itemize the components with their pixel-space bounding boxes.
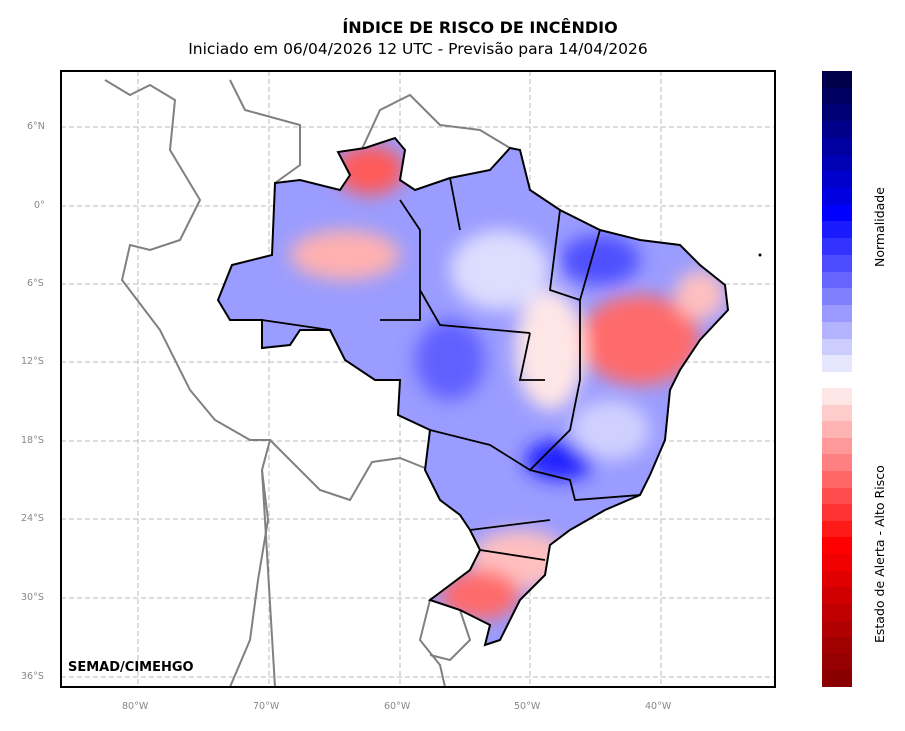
colorbar-step bbox=[822, 137, 852, 155]
colorbar-step bbox=[822, 104, 852, 122]
colorbar-step bbox=[822, 355, 852, 372]
colorbar-label-red: Estado de Alerta - Alto Risco bbox=[872, 465, 887, 643]
colorbar-step bbox=[822, 71, 852, 88]
colorbar-step bbox=[822, 238, 852, 255]
map-frame bbox=[60, 70, 776, 688]
colorbar-step bbox=[822, 271, 852, 289]
colorbar-step bbox=[822, 305, 852, 322]
map-subtitle: Iniciado em 06/04/2026 12 UTC - Previsão… bbox=[188, 40, 648, 58]
colorbar-step bbox=[822, 188, 852, 205]
colorbar-step bbox=[822, 454, 852, 472]
colorbar-step bbox=[822, 288, 852, 306]
colorbar-step bbox=[822, 653, 852, 671]
colorbar-step bbox=[822, 471, 852, 488]
colorbar-alto-risco bbox=[822, 388, 852, 687]
lat-tick: 24°S bbox=[21, 513, 44, 524]
neighbor-country-borders bbox=[104, 79, 511, 688]
colorbar-step bbox=[822, 603, 852, 621]
colorbar-step bbox=[822, 154, 852, 172]
colorbar-step bbox=[822, 171, 852, 189]
colorbar-step bbox=[822, 338, 852, 356]
lon-tick: 70°W bbox=[253, 701, 280, 712]
colorbar-step bbox=[822, 670, 852, 687]
lat-tick: 6°N bbox=[27, 121, 45, 132]
colorbar-step bbox=[822, 437, 852, 455]
colorbar-step bbox=[822, 504, 852, 521]
lon-tick: 80°W bbox=[122, 701, 149, 712]
colorbar-step bbox=[822, 404, 852, 422]
lat-tick: 36°S bbox=[21, 671, 44, 682]
colorbar-step bbox=[822, 421, 852, 438]
colorbar-step bbox=[822, 537, 852, 555]
colorbar-normalidade bbox=[822, 71, 852, 372]
lat-tick: 12°S bbox=[21, 356, 44, 367]
colorbar-label-blue: Normalidade bbox=[872, 187, 887, 267]
lon-tick: 50°W bbox=[514, 701, 541, 712]
colorbar-step bbox=[822, 121, 852, 138]
colorbar-step bbox=[822, 587, 852, 604]
map-title: ÍNDICE DE RISCO DE INCÊNDIO bbox=[342, 18, 618, 37]
colorbar-step bbox=[822, 388, 852, 405]
lon-tick: 60°W bbox=[384, 701, 411, 712]
lon-tick: 40°W bbox=[645, 701, 672, 712]
colorbar-step bbox=[822, 637, 852, 654]
lat-tick: 30°S bbox=[21, 592, 44, 603]
colorbar-step bbox=[822, 520, 852, 538]
state-borders bbox=[261, 177, 641, 561]
colorbar-step bbox=[822, 221, 852, 239]
colorbar-step bbox=[822, 321, 852, 339]
colorbar-step bbox=[822, 87, 852, 105]
colorbar-step bbox=[822, 204, 852, 222]
lat-tick: 18°S bbox=[21, 435, 44, 446]
colorbar-step bbox=[822, 620, 852, 638]
lat-tick: 0° bbox=[34, 200, 45, 211]
credit-label: SEMAD/CIMEHGO bbox=[68, 660, 194, 675]
colorbar-step bbox=[822, 554, 852, 571]
colorbar-step bbox=[822, 254, 852, 272]
lat-tick: 6°S bbox=[27, 278, 44, 289]
colorbar-step bbox=[822, 570, 852, 588]
colorbar-step bbox=[822, 487, 852, 505]
